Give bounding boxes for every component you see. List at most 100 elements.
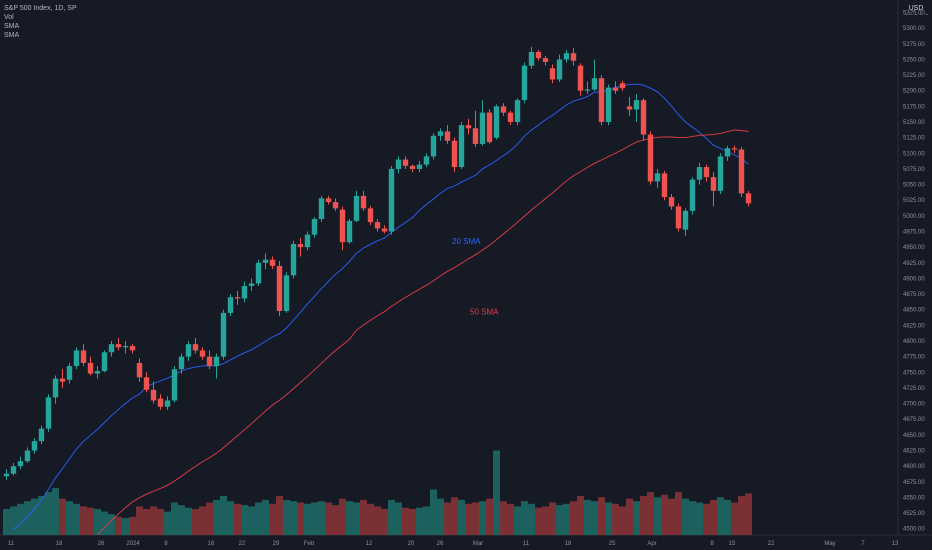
candle-body[interactable] [549,68,556,80]
candle-body[interactable] [542,58,549,62]
candle-body[interactable] [493,106,500,138]
candle-body[interactable] [94,371,101,374]
candle-body[interactable] [353,195,360,221]
candle-body[interactable] [710,177,717,191]
candle-body[interactable] [472,128,479,144]
candle-body[interactable] [115,344,122,348]
candle-body[interactable] [360,195,367,209]
candle-body[interactable] [633,100,640,110]
candle-body[interactable] [465,125,472,129]
candle-body[interactable] [185,344,192,357]
candle-body[interactable] [171,369,178,401]
candle-body[interactable] [619,83,626,89]
candle-body[interactable] [521,65,528,101]
candle-body[interactable] [395,159,402,169]
candle-body[interactable] [570,53,577,61]
candle-body[interactable] [318,198,325,220]
candle-body[interactable] [150,389,157,401]
candle-body[interactable] [598,78,605,123]
candle-body[interactable] [206,356,213,367]
candle-body[interactable] [290,244,297,276]
candle-body[interactable] [731,148,738,150]
candle-body[interactable] [241,285,248,299]
indicator-sma-1[interactable]: SMA [4,23,20,30]
candle-body[interactable] [66,366,73,380]
candle-body[interactable] [605,87,612,123]
candle-body[interactable] [374,222,381,229]
candle-body[interactable] [87,362,94,374]
candle-body[interactable] [38,428,45,442]
candle-body[interactable] [276,265,283,311]
candle-body[interactable] [262,259,269,263]
candle-body[interactable] [556,59,563,80]
candle-body[interactable] [696,167,703,180]
candle-body[interactable] [283,275,290,311]
candle-body[interactable] [143,377,150,390]
candle-body[interactable] [122,346,129,348]
indicator-volume[interactable]: Vol [4,14,14,21]
candle-body[interactable] [675,206,682,229]
candle-body[interactable] [612,87,619,91]
candle-body[interactable] [486,112,493,143]
candle-body[interactable] [745,193,752,204]
candle-body[interactable] [591,78,598,90]
candle-body[interactable] [479,112,486,144]
candle-body[interactable] [136,362,143,378]
candle-body[interactable] [17,461,24,467]
candle-body[interactable] [402,159,409,166]
candle-body[interactable] [437,131,444,136]
candle-body[interactable] [325,198,332,203]
candle-body[interactable] [234,297,241,299]
candle-body[interactable] [661,173,668,198]
candle-body[interactable] [682,210,689,230]
candle-body[interactable] [129,346,136,351]
candle-body[interactable] [507,112,514,123]
candle-body[interactable] [640,100,647,135]
candle-body[interactable] [108,344,115,353]
candle-body[interactable] [80,350,87,363]
candle-body[interactable] [346,220,353,243]
candle-body[interactable] [178,356,185,370]
candle-body[interactable] [339,209,346,243]
candle-body[interactable] [24,450,31,462]
candle-body[interactable] [269,259,276,266]
candle-body[interactable] [563,53,570,60]
candle-body[interactable] [388,168,395,232]
candle-body[interactable] [724,148,731,157]
candle-body[interactable] [689,179,696,211]
candle-body[interactable] [423,156,430,165]
candle-body[interactable] [192,344,199,351]
candle-body[interactable] [248,283,255,286]
candle-body[interactable] [444,131,451,141]
candle-body[interactable] [101,352,108,372]
candle-body[interactable] [367,208,374,223]
candle-body[interactable] [3,473,10,477]
candle-body[interactable] [381,228,388,232]
currency-label[interactable]: USD [904,3,928,15]
candle-body[interactable] [59,378,66,382]
candle-body[interactable] [528,51,535,66]
candle-body[interactable] [451,140,458,168]
candle-body[interactable] [52,378,59,398]
candle-body[interactable] [738,149,745,194]
candle-body[interactable] [45,397,52,429]
candle-body[interactable] [535,51,542,59]
candle-body[interactable] [157,398,164,407]
candle-body[interactable] [647,134,654,182]
candle-body[interactable] [199,350,206,357]
candle-body[interactable] [668,197,675,207]
candle-body[interactable] [10,466,17,474]
candle-body[interactable] [227,297,234,313]
candle-body[interactable] [213,356,220,367]
candle-body[interactable] [220,312,227,357]
candle-body[interactable] [73,350,80,367]
candle-body[interactable] [717,156,724,191]
candle-body[interactable] [577,65,584,91]
candle-body[interactable] [255,262,262,284]
candle-body[interactable] [430,135,437,157]
candle-body[interactable] [514,100,521,123]
indicator-sma-2[interactable]: SMA [4,32,20,39]
candle-body[interactable] [332,202,339,209]
candle-body[interactable] [164,400,171,407]
